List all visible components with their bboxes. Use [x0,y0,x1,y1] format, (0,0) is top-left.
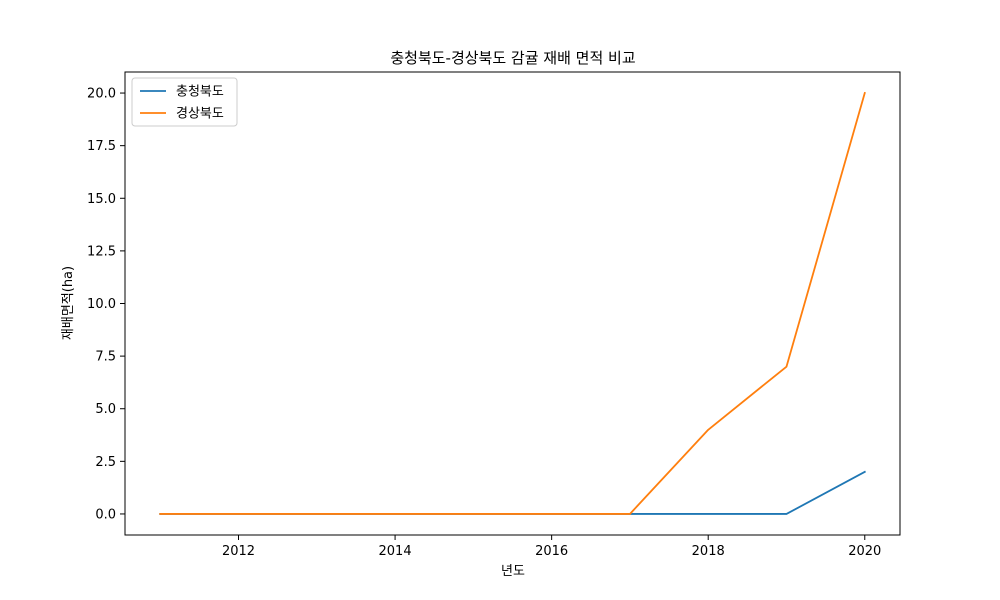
x-tick-label: 2014 [379,544,412,559]
y-tick-label: 10.0 [87,297,116,312]
plot-frame [124,71,901,536]
x-axis: 2012 2014 2016 2018 2020 [222,535,881,559]
chart-title: 충청북도-경상북도 감귤 재배 면적 비교 [390,49,635,67]
y-tick-label: 20.0 [87,87,116,102]
series-line-2 [159,91,866,515]
x-tick-label: 2018 [692,544,725,559]
y-axis-title: 재배면적(ha) [61,266,76,340]
x-axis-title: 년도 [501,564,525,579]
x-tick-label: 2020 [848,544,881,559]
y-tick-label: 7.5 [95,350,116,365]
y-axis: 0.0 2.5 5.0 7.5 10.0 12.5 15.0 17.5 20.0 [87,87,125,522]
y-tick-label: 15.0 [87,192,116,207]
x-tick-label: 2012 [222,544,255,559]
series-line-1 [159,470,866,515]
series-lines [159,91,866,515]
y-tick-label: 17.5 [87,139,116,154]
legend-label-2: 경상북도 [176,107,224,122]
y-tick-label: 2.5 [95,455,116,470]
y-tick-label: 12.5 [87,244,116,259]
y-tick-label: 0.0 [95,507,116,522]
x-tick-label: 2016 [535,544,568,559]
legend-box [131,77,238,127]
plot-area [124,71,901,536]
legend-label-1: 충청북도 [176,85,224,100]
y-tick-label: 5.0 [95,402,116,417]
